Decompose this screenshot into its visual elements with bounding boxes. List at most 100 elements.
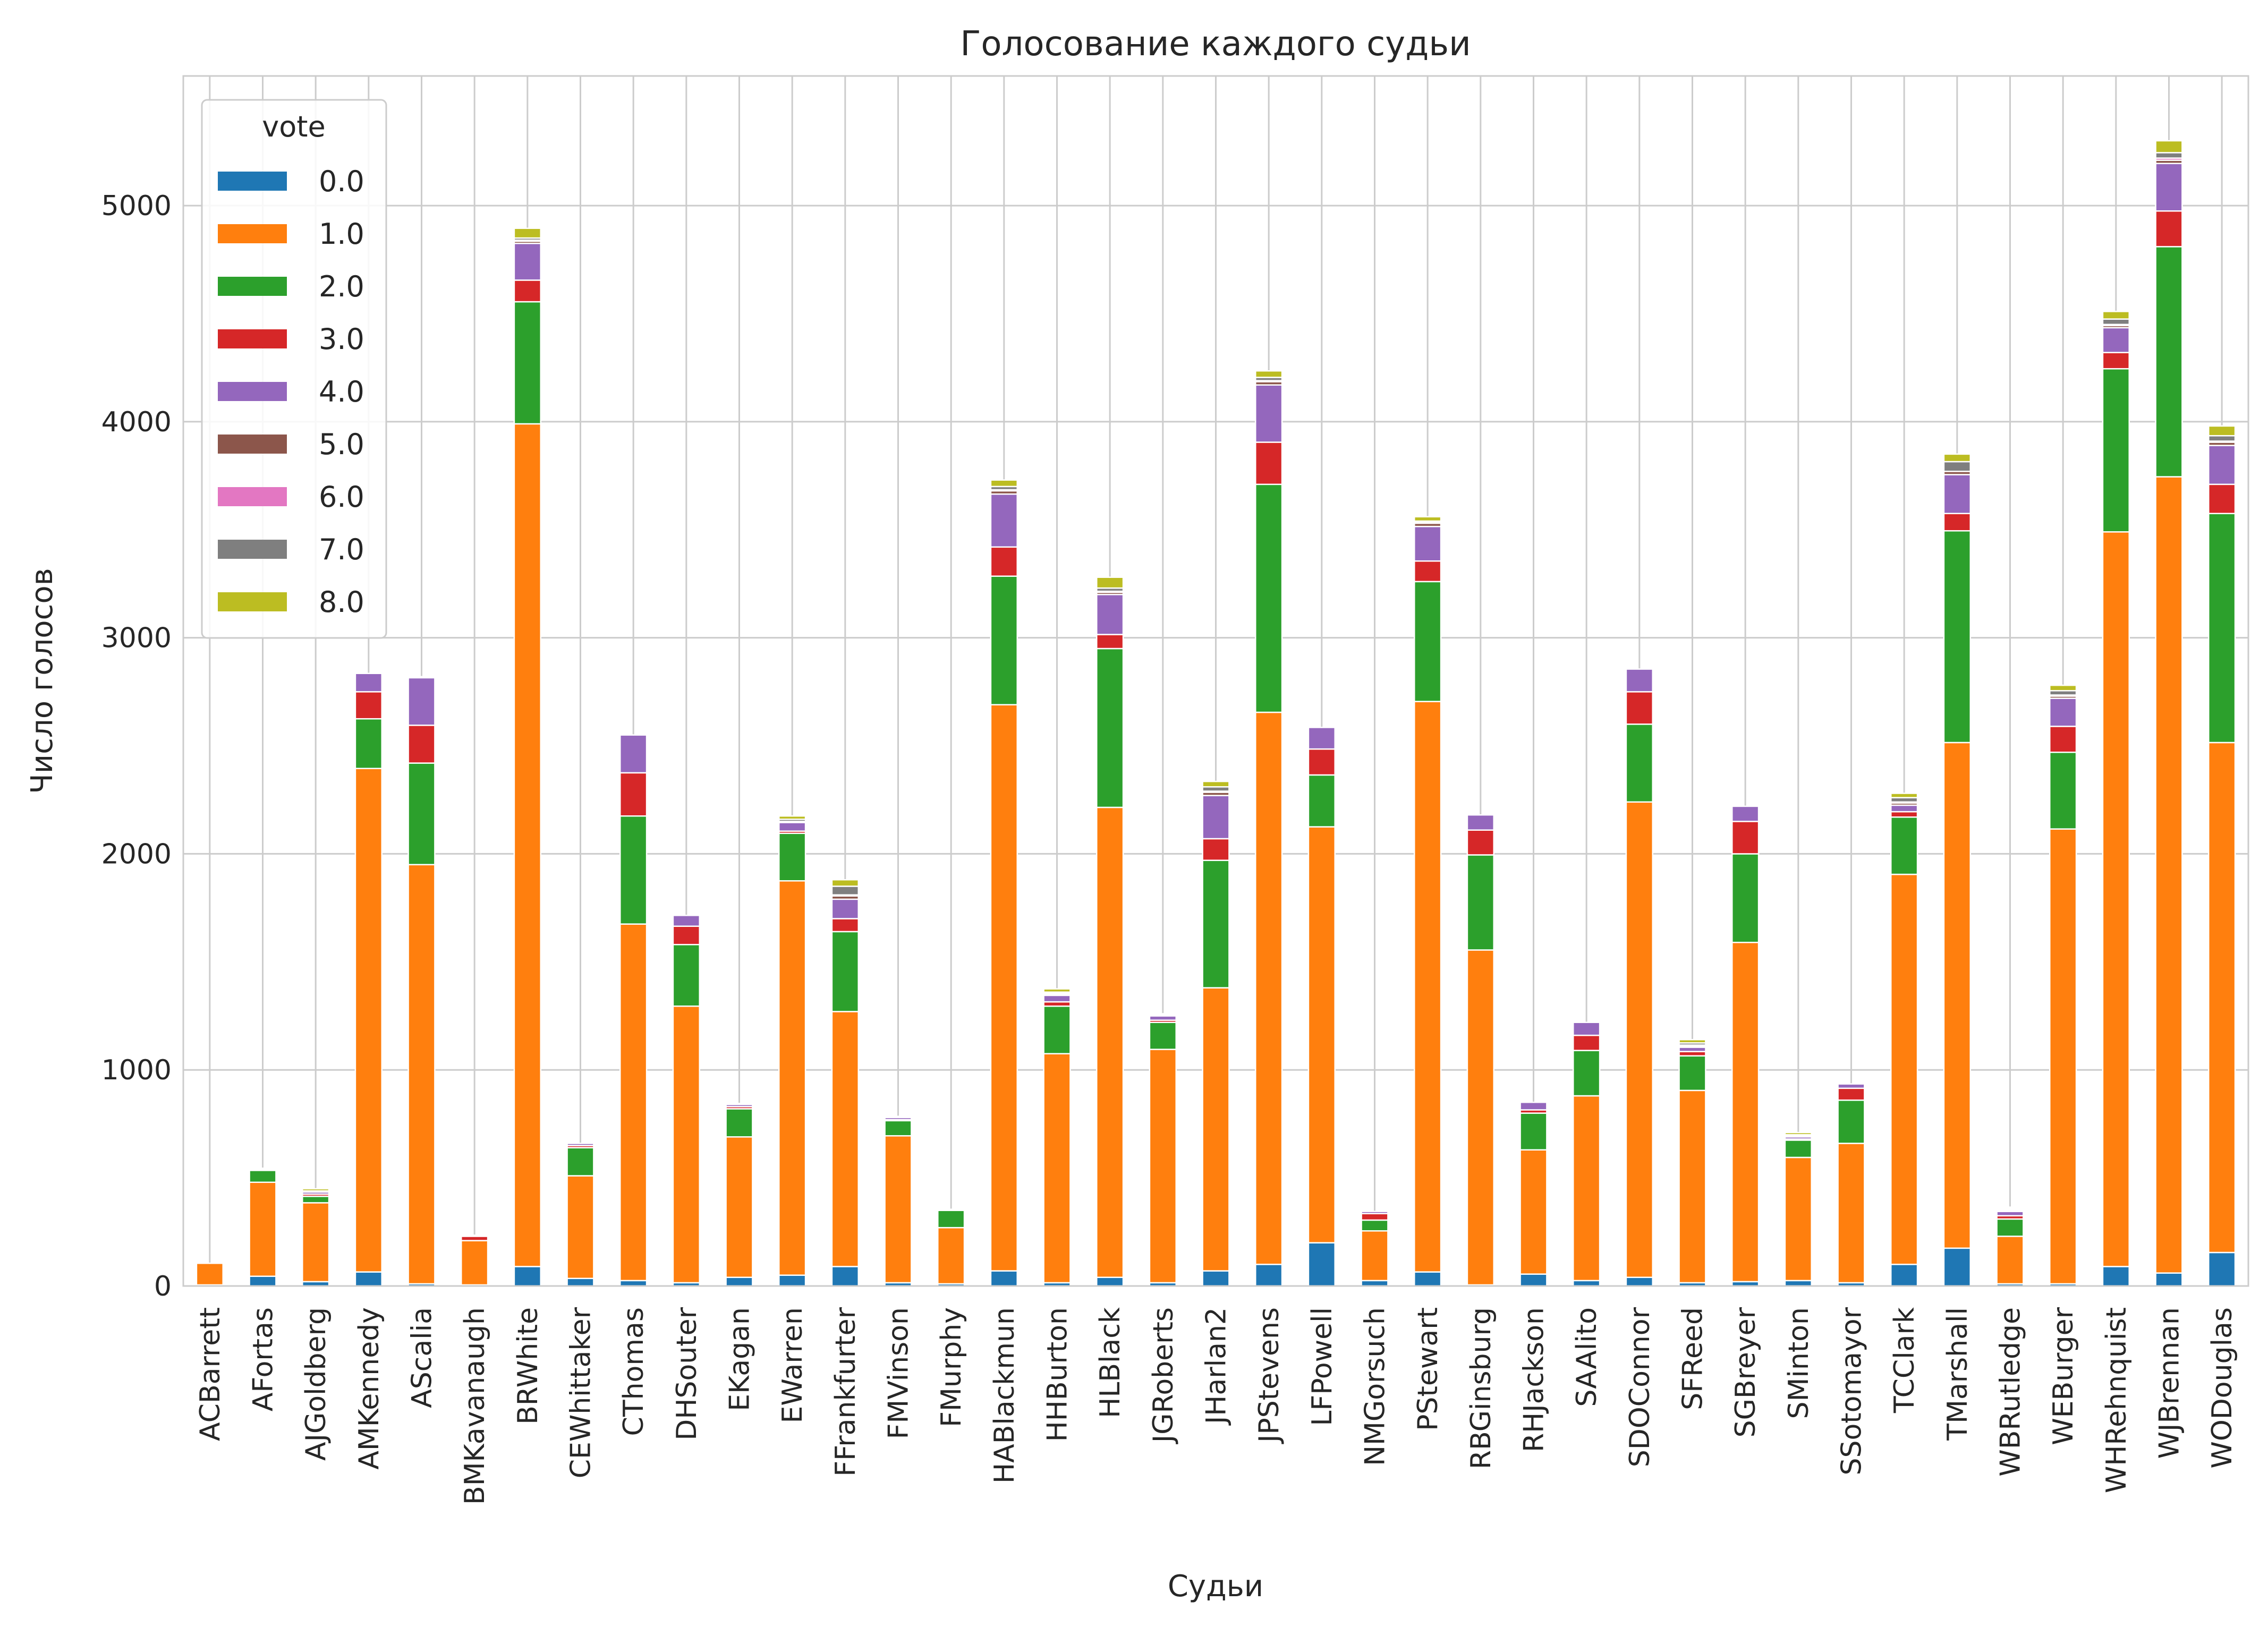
bar-segment	[513, 279, 542, 303]
bar-segment	[990, 493, 1018, 548]
bar-segment	[831, 918, 859, 933]
bar-segment	[1361, 1211, 1389, 1214]
bar-segment	[1943, 530, 1972, 744]
x-tick-label: TMarshall	[1942, 1307, 1974, 1441]
bar-segment	[831, 898, 859, 919]
bar-segment	[1255, 483, 1283, 713]
bar-segment	[725, 1103, 753, 1105]
bar-segment	[1890, 793, 1918, 798]
bar-segment	[1784, 1131, 1813, 1136]
bar-segment	[725, 1136, 753, 1278]
bar-segment	[1890, 873, 1918, 1265]
legend-swatch	[218, 224, 287, 243]
bar-segment	[1784, 1156, 1813, 1282]
bar-segment	[990, 546, 1018, 577]
bar-segment	[619, 815, 648, 925]
bar-segment	[354, 672, 383, 693]
x-tick-label: HHBurton	[1042, 1307, 1074, 1442]
bar-segment	[1890, 1264, 1918, 1287]
bar-segment	[354, 768, 383, 1273]
x-tick-label: LFPowell	[1306, 1307, 1338, 1426]
bar-segment	[1307, 748, 1336, 776]
bar-segment	[1255, 1264, 1283, 1287]
bar-segment	[1573, 1095, 1601, 1282]
bar-segment	[1466, 854, 1495, 951]
bar-segment	[566, 1175, 594, 1280]
x-tick-label: SMinton	[1783, 1307, 1815, 1419]
bar-segment	[937, 1209, 965, 1229]
x-tick-label: NMGorsuch	[1360, 1307, 1391, 1466]
bar-segment	[2049, 751, 2077, 830]
bar-segment	[990, 1270, 1018, 1287]
bar-segment	[249, 1181, 277, 1277]
legend-label: 3.0	[319, 322, 364, 356]
x-tick-label: RHJackson	[1518, 1307, 1550, 1452]
x-tick-label: SFReed	[1677, 1307, 1709, 1410]
bar-segment	[2102, 531, 2130, 1267]
bar-segment	[1625, 801, 1654, 1278]
bar-segment	[672, 915, 700, 927]
bar-segment	[1149, 1021, 1177, 1050]
bar-segment	[619, 923, 648, 1282]
x-tick-label: HLBlack	[1094, 1307, 1126, 1418]
bar-segment	[513, 227, 542, 239]
x-tick-label: WBRutledge	[1995, 1307, 2027, 1477]
x-tick-label: WHRehnquist	[2101, 1307, 2133, 1493]
bar-segment	[354, 1271, 383, 1287]
bar-segment	[1837, 1143, 1865, 1284]
y-tick-label: 4000	[101, 406, 172, 438]
legend-label: 2.0	[319, 270, 364, 303]
bar-segment	[1678, 1039, 1706, 1044]
legend-swatch	[218, 382, 287, 401]
bar-segment	[778, 815, 806, 820]
bar-segment	[354, 691, 383, 720]
bar-segment	[778, 832, 806, 882]
bar-segment	[1784, 1139, 1813, 1159]
bar-segment	[1731, 941, 1760, 1283]
bar-segment	[1731, 805, 1760, 822]
x-tick-label: EWarren	[777, 1307, 809, 1423]
bar-segment	[461, 1240, 489, 1286]
y-axis-title: Число голосов	[25, 568, 60, 794]
bar-segment	[2102, 1266, 2130, 1287]
y-tick-label: 2000	[101, 838, 172, 870]
bar-segment	[1625, 691, 1654, 725]
bar-segment	[1414, 560, 1442, 583]
bar-segment	[1255, 370, 1283, 378]
bar-segment	[831, 885, 859, 896]
bar-segment	[1837, 1087, 1865, 1101]
bar-segment	[1890, 804, 1918, 813]
bar-segment	[2102, 318, 2130, 326]
bar-segment	[1149, 1013, 1177, 1016]
bar-segment	[2049, 726, 2077, 753]
bar-segment	[619, 772, 648, 817]
x-tick-label: JPStevens	[1253, 1307, 1285, 1444]
legend-label: 6.0	[319, 480, 364, 514]
bar-segment	[2155, 210, 2183, 248]
x-tick-label: AFortas	[248, 1307, 279, 1411]
x-tick-label: HABlackmun	[989, 1307, 1021, 1484]
legend-label: 0.0	[319, 165, 364, 198]
bar-segment	[725, 1108, 753, 1138]
bar-segment	[672, 925, 700, 945]
bar-segment	[1361, 1280, 1389, 1287]
bar-segment	[1625, 1276, 1654, 1287]
bar-segment	[1043, 994, 1071, 1003]
bar-segment	[407, 725, 436, 764]
legend-swatch	[218, 435, 287, 454]
bar-segment	[831, 1266, 859, 1287]
bar-segment	[990, 704, 1018, 1272]
x-tick-label: ACBarrett	[194, 1307, 226, 1441]
bar-segment	[1519, 1112, 1548, 1151]
bar-segment	[1096, 648, 1124, 808]
bar-segment	[1307, 774, 1336, 828]
bar-segment	[1573, 1034, 1601, 1051]
bar-segment	[513, 243, 542, 281]
bar-segment	[831, 879, 859, 887]
bar-segment	[513, 423, 542, 1267]
bar-segment	[1519, 1273, 1548, 1287]
bar-segment	[513, 1266, 542, 1287]
bar-segment	[566, 1147, 594, 1177]
bar-segment	[1149, 1049, 1177, 1284]
bar-segment	[566, 1277, 594, 1287]
